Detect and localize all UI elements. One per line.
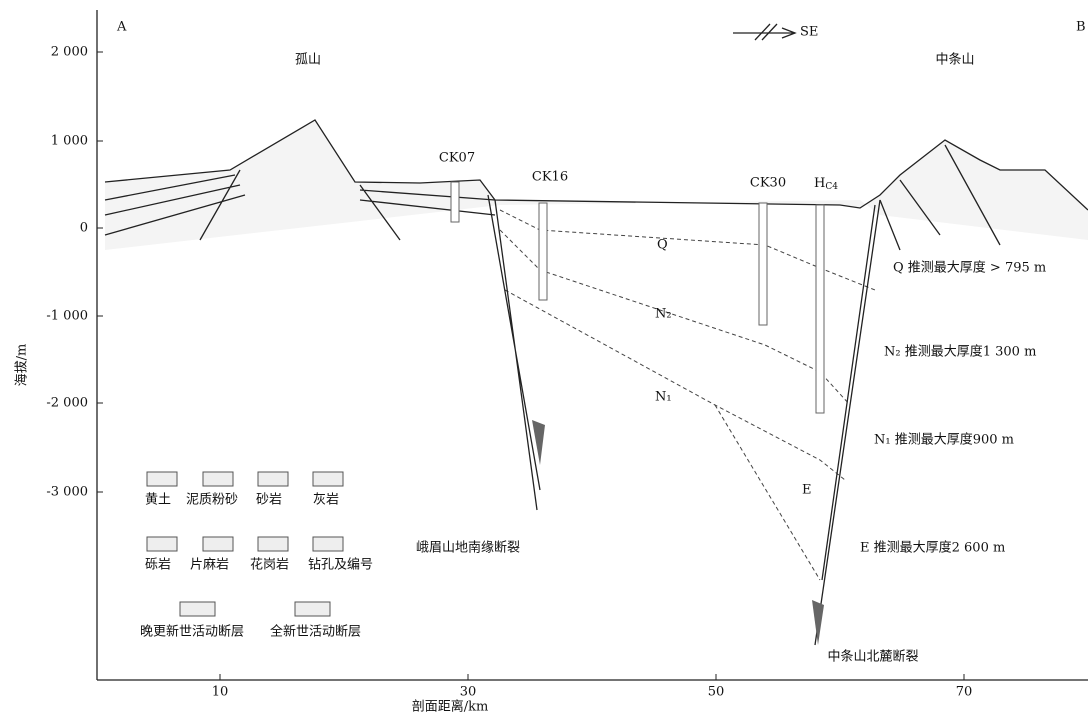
mountain-label: 中条山 — [935, 52, 974, 68]
y-tick-label: 2 000 — [51, 45, 88, 60]
note: N₂ 推测最大厚度1 300 m — [884, 344, 1036, 360]
fault — [488, 195, 540, 510]
legend-swatch — [180, 602, 215, 616]
y-tick-label: -1 000 — [46, 309, 88, 324]
borehole-label-sub: C4 — [825, 182, 838, 192]
legend-swatch — [313, 472, 343, 486]
stratum-label: N₂ — [655, 307, 672, 322]
legend-swatch — [203, 472, 233, 486]
y-tick-label: -3 000 — [46, 485, 88, 500]
ticks — [97, 52, 964, 680]
borehole-label: CK16 — [532, 170, 568, 185]
terrain-fill — [105, 120, 1088, 250]
legend-label: 全新世活动断层 — [270, 624, 361, 640]
y-tick-label: 0 — [80, 221, 88, 236]
legend-swatch — [295, 602, 330, 616]
stratum-label: E — [802, 483, 812, 498]
fault-label: 峨眉山地南缘断裂 — [416, 540, 520, 556]
legend-swatch — [258, 537, 288, 551]
x-tick-label: 70 — [956, 685, 973, 700]
legend-label: 晚更新世活动断层 — [140, 624, 244, 640]
legend: 黄土 泥质粉砂 砂岩 灰岩 砾岩 片麻岩 花岗岩 钻孔及编号 晚更新世活动断层 … — [140, 472, 373, 640]
legend-label: 砾岩 — [145, 558, 171, 573]
borehole — [816, 205, 824, 413]
legend-label: 片麻岩 — [190, 558, 229, 573]
mountain-label: 孤山 — [295, 53, 321, 68]
direction-arrow — [733, 24, 795, 40]
borehole — [451, 182, 459, 222]
y-tick-label: 1 000 — [51, 134, 88, 149]
note: N₁ 推测最大厚度900 m — [874, 432, 1014, 448]
fault-arrow — [812, 600, 824, 645]
legend-label: 黄土 — [145, 493, 171, 508]
legend-swatch — [147, 537, 177, 551]
n1-base — [505, 290, 845, 480]
n2-base — [500, 230, 850, 405]
legend-label: 砂岩 — [256, 493, 282, 508]
direction-label: SE — [800, 25, 818, 40]
y-axis-label: 海拔/m — [15, 344, 30, 387]
borehole-label: CK07 — [439, 151, 475, 166]
x-tick-label: 10 — [212, 685, 229, 700]
legend-swatch — [203, 537, 233, 551]
note: Q 推测最大厚度 > 795 m — [893, 260, 1046, 276]
x-tick-label: 30 — [460, 685, 477, 700]
borehole-label: CK30 — [750, 176, 786, 191]
stratum-label: N₁ — [655, 390, 672, 405]
legend-label: 灰岩 — [313, 493, 339, 508]
fault-label: 中条山北麓断裂 — [827, 649, 918, 665]
legend-label: 花岗岩 — [250, 557, 289, 573]
legend-label: 钻孔及编号 — [308, 558, 373, 573]
fault — [815, 200, 880, 645]
legend-swatch — [258, 472, 288, 486]
borehole — [759, 203, 767, 325]
legend-swatch — [147, 472, 177, 486]
borehole — [539, 203, 547, 300]
x-axis-label: 剖面距离/km — [412, 699, 489, 715]
corner-label: A — [116, 20, 127, 35]
legend-label: 泥质粉砂 — [186, 493, 238, 508]
cross-section: 2 000 1 000 0 -1 000 -2 000 -3 000 10 30… — [0, 0, 1088, 716]
legend-swatch — [313, 537, 343, 551]
borehole-label-main: H — [814, 176, 825, 191]
stratum-label: Q — [657, 238, 668, 253]
note: E 推测最大厚度2 600 m — [860, 540, 1005, 556]
x-tick-label: 50 — [708, 685, 725, 700]
y-tick-label: -2 000 — [46, 396, 88, 411]
borehole-label: HC4 — [814, 176, 838, 192]
corner-label: B — [1076, 20, 1086, 35]
